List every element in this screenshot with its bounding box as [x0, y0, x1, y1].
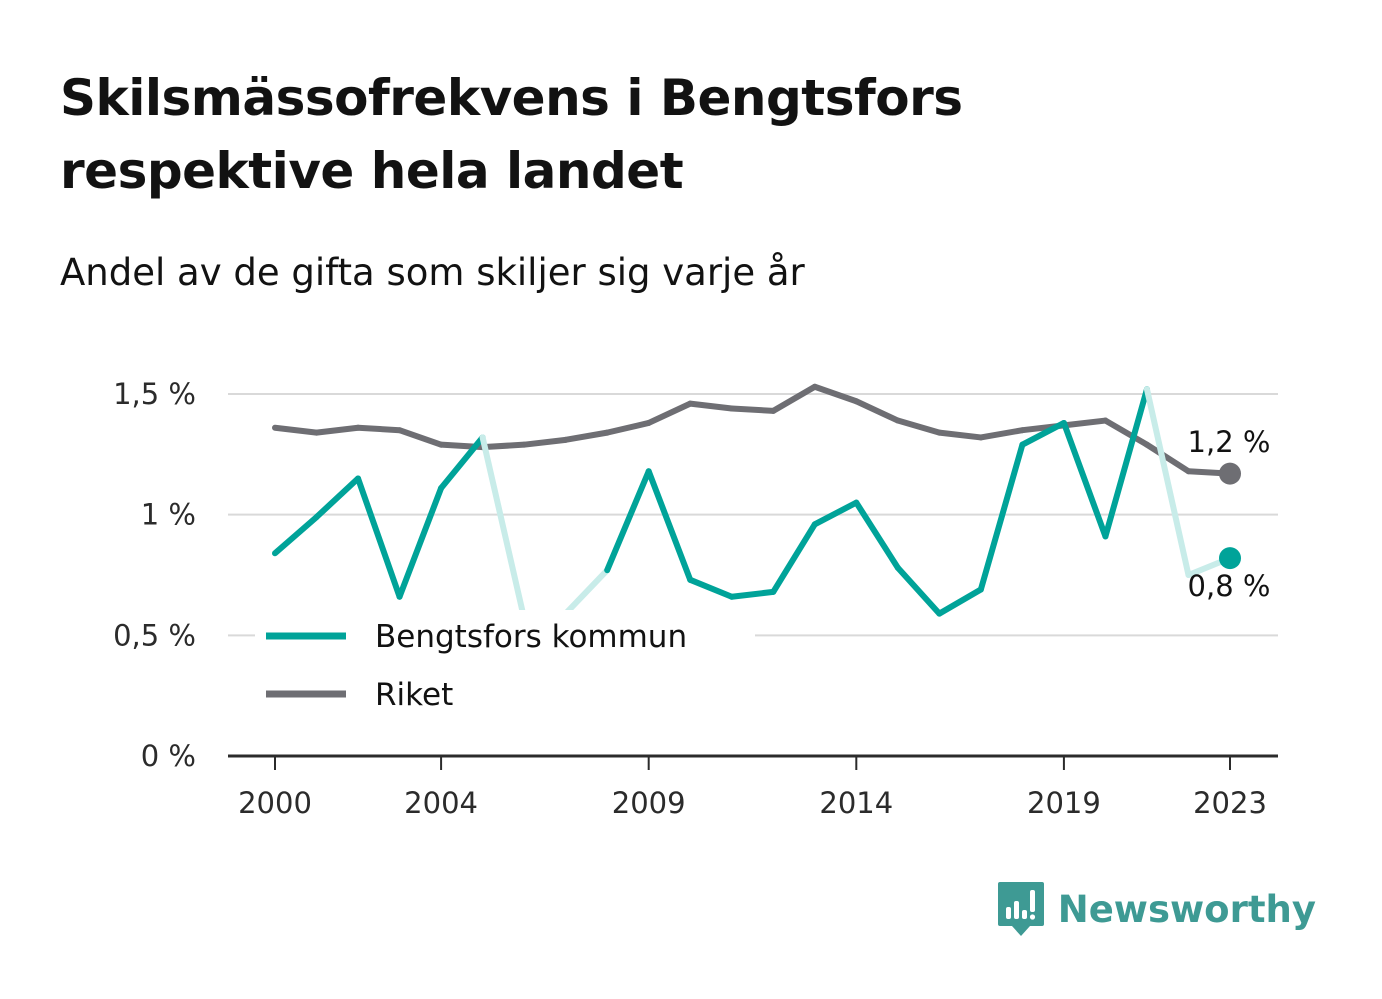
series-segment-riket — [313, 424, 362, 436]
series-segment-bengtsfors — [645, 468, 694, 583]
legend-label: Riket — [375, 677, 453, 713]
series-segment-riket — [562, 429, 611, 443]
end-point-bengtsfors — [1219, 547, 1241, 570]
series-segment-riket — [977, 427, 1026, 441]
series-segment-riket — [936, 429, 984, 441]
brand-name: Newsworthy — [1057, 887, 1316, 931]
brand: Newsworthy — [996, 880, 1316, 938]
series-segment-bengtsfors — [1102, 386, 1150, 540]
y-axis-ticks: 0 % 0,5 % 1 % 1,5 % — [113, 377, 196, 773]
x-tick-label: 2009 — [612, 786, 686, 820]
series-segment-bengtsfors — [811, 499, 860, 528]
y-tick-label: 0,5 % — [113, 618, 196, 652]
legend: Bengtsfors kommun Riket — [255, 610, 755, 720]
series-segment-riket — [272, 424, 320, 436]
series-segment-bengtsfors — [272, 514, 320, 557]
series-segment-bengtsfors — [355, 475, 403, 600]
series-segment-riket — [645, 400, 694, 426]
series-segment-bengtsfors — [1060, 419, 1109, 540]
series-segment-riket — [853, 398, 901, 424]
y-tick-label: 1 % — [141, 498, 196, 532]
series-segment-riket — [396, 427, 445, 448]
series-segment-riket — [770, 383, 818, 414]
series-segment-bengtsfors — [728, 588, 777, 600]
series-segment-bengtsfors — [604, 468, 652, 574]
series-segment-bengtsfors — [936, 586, 984, 617]
series-segment-riket — [728, 405, 777, 414]
series-segment-riket — [1060, 417, 1109, 429]
x-tick-label: 2019 — [1027, 786, 1101, 820]
end-labels: 1,2 % 0,8 % — [1188, 425, 1271, 603]
series-segment-bengtsfors — [1019, 419, 1067, 448]
chart-subtitle: Andel av de gifta som skiljer sig varje … — [60, 251, 805, 294]
series-segment-bengtsfors — [977, 441, 1026, 593]
end-label-riket: 1,2 % — [1188, 425, 1271, 459]
x-tick-label: 2014 — [819, 786, 893, 820]
series-segment-bengtsfors — [1143, 386, 1192, 578]
series-segment-riket — [479, 441, 528, 451]
series-segment-riket — [1102, 417, 1150, 448]
x-tick-label: 2023 — [1193, 786, 1267, 820]
series-segment-riket — [894, 417, 943, 436]
y-tick-label: 0 % — [141, 739, 196, 773]
series-segment-riket — [355, 424, 403, 434]
series-segment-riket — [687, 400, 735, 412]
series-segment-bengtsfors — [894, 564, 943, 617]
legend-label: Bengtsfors kommun — [375, 619, 687, 655]
series-segment-bengtsfors — [438, 434, 486, 492]
series-segment-riket — [521, 436, 569, 448]
series-segment-riket — [811, 383, 860, 405]
x-tick-label: 2004 — [404, 786, 478, 820]
series-segment-bengtsfors — [313, 475, 362, 521]
series-segment-bengtsfors — [770, 521, 818, 595]
series-segment-bengtsfors — [479, 434, 528, 622]
series-segment-riket — [604, 419, 652, 436]
newsworthy-logo-icon — [997, 882, 1044, 936]
chart-title: Skilsmässofrekvens i Bengtsfors respekti… — [60, 69, 963, 200]
legend-background — [255, 610, 755, 720]
series-segment-bengtsfors — [853, 499, 901, 571]
series-segment-bengtsfors — [562, 567, 611, 617]
series-segment-bengtsfors — [396, 485, 445, 600]
x-axis: 2000 2004 2009 2014 2019 2023 — [228, 754, 1278, 820]
end-point-riket — [1219, 462, 1241, 485]
series-segment-bengtsfors — [687, 576, 735, 600]
series-segment-riket — [1143, 441, 1192, 475]
end-label-bengtsfors: 0,8 % — [1188, 569, 1271, 603]
x-tick-label: 2000 — [238, 786, 312, 820]
series-lines — [272, 383, 1233, 622]
y-tick-label: 1,5 % — [113, 377, 196, 411]
